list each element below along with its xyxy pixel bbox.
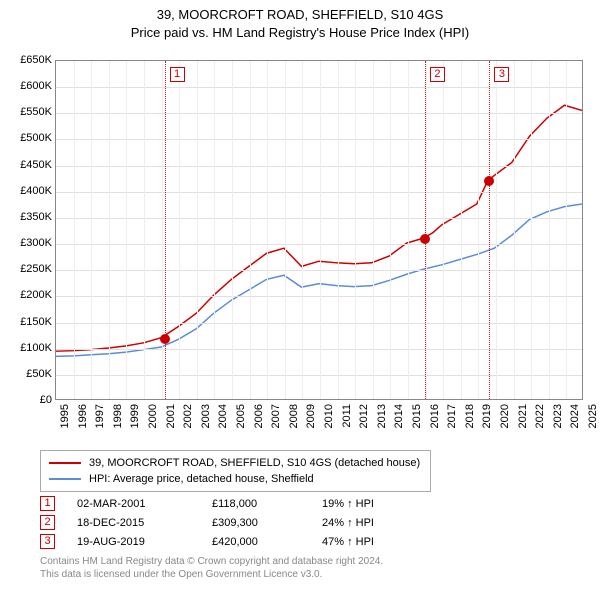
y-tick-label: £350K bbox=[7, 211, 52, 223]
legend-item: HPI: Average price, detached house, Shef… bbox=[49, 471, 420, 487]
x-tick-label: 2001 bbox=[165, 404, 177, 440]
title-line-1: 39, MOORCROFT ROAD, SHEFFIELD, S10 4GS bbox=[0, 6, 600, 24]
footer-line-1: Contains HM Land Registry data © Crown c… bbox=[40, 556, 383, 569]
event-row: 3 19-AUG-2019 £420,000 47% ↑ HPI bbox=[40, 532, 432, 551]
x-tick-label: 2003 bbox=[200, 404, 212, 440]
event-marker-icon: 2 bbox=[40, 515, 55, 530]
plot-area: 1 2 3 bbox=[55, 60, 583, 400]
x-tick-label: 2005 bbox=[235, 404, 247, 440]
y-tick-label: £650K bbox=[7, 54, 52, 66]
marker-label-icon: 1 bbox=[170, 67, 185, 82]
event-pct: 19% ↑ HPI bbox=[322, 498, 432, 510]
x-tick-label: 2017 bbox=[446, 404, 458, 440]
y-tick-label: £300K bbox=[7, 237, 52, 249]
x-tick-label: 1996 bbox=[77, 404, 89, 440]
x-tick-label: 1999 bbox=[129, 404, 141, 440]
x-tick-label: 2025 bbox=[587, 404, 599, 440]
x-tick-label: 2019 bbox=[481, 404, 493, 440]
event-marker-icon: 3 bbox=[40, 534, 55, 549]
x-tick-label: 2018 bbox=[464, 404, 476, 440]
y-tick-label: £500K bbox=[7, 132, 52, 144]
event-date: 18-DEC-2015 bbox=[77, 517, 212, 529]
event-price: £118,000 bbox=[212, 498, 322, 510]
legend-label: 39, MOORCROFT ROAD, SHEFFIELD, S10 4GS (… bbox=[89, 457, 420, 469]
y-tick-label: £50K bbox=[7, 368, 52, 380]
marker-label-icon: 3 bbox=[494, 67, 509, 82]
marker-dot-icon bbox=[484, 176, 494, 186]
x-tick-label: 2016 bbox=[429, 404, 441, 440]
x-tick-label: 1998 bbox=[112, 404, 124, 440]
legend-swatch bbox=[49, 478, 81, 480]
x-tick-label: 2014 bbox=[393, 404, 405, 440]
series-line bbox=[56, 105, 582, 351]
events-table: 1 02-MAR-2001 £118,000 19% ↑ HPI 2 18-DE… bbox=[40, 494, 432, 551]
legend: 39, MOORCROFT ROAD, SHEFFIELD, S10 4GS (… bbox=[40, 450, 431, 492]
footer-attribution: Contains HM Land Registry data © Crown c… bbox=[40, 556, 383, 581]
x-tick-label: 2013 bbox=[376, 404, 388, 440]
marker-label-icon: 2 bbox=[430, 67, 445, 82]
x-tick-label: 2002 bbox=[182, 404, 194, 440]
event-row: 1 02-MAR-2001 £118,000 19% ↑ HPI bbox=[40, 494, 432, 513]
y-tick-label: £600K bbox=[7, 80, 52, 92]
x-tick-label: 2021 bbox=[517, 404, 529, 440]
title-line-2: Price paid vs. HM Land Registry's House … bbox=[0, 24, 600, 42]
x-tick-label: 2012 bbox=[358, 404, 370, 440]
y-tick-label: £250K bbox=[7, 263, 52, 275]
y-tick-label: £100K bbox=[7, 342, 52, 354]
x-tick-label: 2015 bbox=[411, 404, 423, 440]
event-pct: 47% ↑ HPI bbox=[322, 536, 432, 548]
x-tick-label: 2009 bbox=[305, 404, 317, 440]
marker-dot-icon bbox=[160, 334, 170, 344]
y-tick-label: £450K bbox=[7, 159, 52, 171]
marker-dot-icon bbox=[420, 234, 430, 244]
y-tick-label: £200K bbox=[7, 289, 52, 301]
event-date: 19-AUG-2019 bbox=[77, 536, 212, 548]
footer-line-2: This data is licensed under the Open Gov… bbox=[40, 569, 383, 582]
legend-swatch bbox=[49, 462, 81, 464]
x-tick-label: 2006 bbox=[253, 404, 265, 440]
event-price: £420,000 bbox=[212, 536, 322, 548]
event-pct: 24% ↑ HPI bbox=[322, 517, 432, 529]
legend-label: HPI: Average price, detached house, Shef… bbox=[89, 473, 314, 485]
legend-item: 39, MOORCROFT ROAD, SHEFFIELD, S10 4GS (… bbox=[49, 455, 420, 471]
x-tick-label: 2010 bbox=[323, 404, 335, 440]
x-tick-label: 2023 bbox=[552, 404, 564, 440]
x-tick-label: 2004 bbox=[217, 404, 229, 440]
event-marker-icon: 1 bbox=[40, 496, 55, 511]
y-tick-label: £0 bbox=[7, 394, 52, 406]
chart-title: 39, MOORCROFT ROAD, SHEFFIELD, S10 4GS P… bbox=[0, 0, 600, 41]
chart-container: 39, MOORCROFT ROAD, SHEFFIELD, S10 4GS P… bbox=[0, 0, 600, 590]
y-tick-label: £150K bbox=[7, 316, 52, 328]
x-tick-label: 2007 bbox=[270, 404, 282, 440]
x-tick-label: 2022 bbox=[534, 404, 546, 440]
event-price: £309,300 bbox=[212, 517, 322, 529]
x-tick-label: 2008 bbox=[288, 404, 300, 440]
x-tick-label: 2000 bbox=[147, 404, 159, 440]
event-row: 2 18-DEC-2015 £309,300 24% ↑ HPI bbox=[40, 513, 432, 532]
x-tick-label: 2024 bbox=[569, 404, 581, 440]
x-tick-label: 1995 bbox=[59, 404, 71, 440]
x-tick-label: 2011 bbox=[341, 404, 353, 440]
series-line bbox=[56, 204, 582, 356]
x-tick-label: 1997 bbox=[94, 404, 106, 440]
y-tick-label: £550K bbox=[7, 106, 52, 118]
y-tick-label: £400K bbox=[7, 185, 52, 197]
event-date: 02-MAR-2001 bbox=[77, 498, 212, 510]
x-tick-label: 2020 bbox=[499, 404, 511, 440]
